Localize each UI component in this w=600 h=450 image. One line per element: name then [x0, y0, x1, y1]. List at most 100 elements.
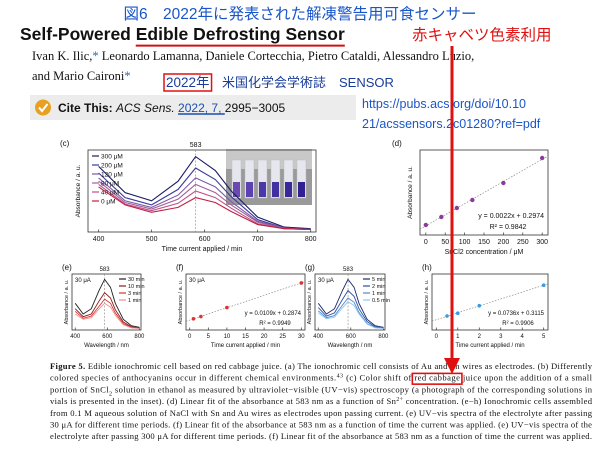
panel-label: (c): [60, 139, 70, 148]
paper-title-part: Self-Powered: [20, 24, 136, 44]
caption-line-part: concentration. (e−h) Ionochromic cells a…: [403, 396, 592, 406]
data-point: [470, 197, 475, 203]
caption-line-part: 43: [337, 374, 343, 380]
y-axis-label: Absorbance / a. u.: [407, 166, 414, 219]
url: https://pubs.acs.org/doi/10.10: [362, 97, 526, 111]
data-point: [423, 222, 429, 228]
year-box: [163, 73, 213, 92]
spectrum-line: [74, 292, 140, 329]
x-axis-label: Time current applied / min: [211, 343, 280, 349]
caption-line: 30 μA for different time periods. (f) Li…: [50, 420, 592, 430]
legend-label: 2 min: [372, 284, 385, 290]
arrow-head: [444, 358, 460, 374]
x-tick-label: 150: [478, 239, 490, 246]
x-tick-label: 10: [224, 334, 231, 340]
x-tick-label: 400: [313, 334, 324, 340]
data-point: [455, 311, 460, 316]
y-axis-label: Absorbance / a. u.: [178, 279, 184, 324]
peak-label: 583: [190, 142, 202, 149]
caption-line-part: colored species of anthocyanins occur in…: [50, 373, 336, 383]
spectrum-line: [98, 177, 311, 231]
data-point: [191, 317, 196, 321]
panel-label: (f): [176, 263, 184, 272]
photo-inset: [226, 149, 312, 205]
caption-line-part: (c) Color shift of: [343, 373, 413, 383]
data-point: [501, 180, 506, 186]
current-label: 30 μA: [189, 278, 205, 284]
legend-label: 3 min: [128, 291, 141, 297]
caption-line-part: vials is presented in the inset). (d) Li…: [50, 396, 397, 406]
cite-check: [38, 103, 49, 113]
x-tick-label: 15: [242, 334, 249, 340]
legend-label: 1 min: [128, 298, 141, 304]
authors-part: Leonardo Lamanna, Daniele Cortecchia, Pi…: [99, 49, 475, 63]
x-tick-label: 200: [498, 239, 510, 246]
x-tick-label: 0: [188, 334, 192, 340]
legend-label: 5 min: [372, 277, 385, 283]
x-tick-label: 5: [207, 334, 211, 340]
x-tick-label: 500: [146, 236, 158, 243]
legend-label: 30 min: [128, 277, 145, 283]
caption-line: vials is presented in the inset). (d) Li…: [50, 396, 593, 406]
x-tick-label: 5: [542, 334, 546, 340]
data-point: [454, 205, 460, 211]
plot-frame: [71, 273, 142, 331]
citation: Cite This: ACS Sens. 2022, 7, 2995−3005: [58, 101, 285, 115]
data-point: [477, 303, 482, 308]
y-axis-label: Absorbance / a. u.: [64, 279, 70, 324]
journal-note: 米国化学会学術誌 SENSOR: [222, 75, 394, 90]
legend-label: 120 μM: [101, 171, 123, 178]
spectrum-line: [74, 278, 140, 328]
x-tick-label: 600: [102, 334, 113, 340]
citation-part: ACS Sens.: [115, 101, 178, 115]
x-tick-label: 30: [298, 334, 305, 340]
x-tick-label: 20: [261, 334, 268, 340]
caption-line-part: 2+: [396, 397, 403, 403]
data-point: [539, 155, 545, 161]
caption-line: from 0.1 M aqueous solution of NaCl with…: [50, 408, 593, 418]
spectrum-line: [98, 155, 311, 230]
caption-line-part: red cabbage: [414, 373, 460, 383]
data-point: [445, 314, 449, 318]
fit-equation: y = 0.0736x + 0.3115: [488, 311, 545, 317]
panel-label: (g): [305, 263, 315, 272]
fit-r2: R² = 0.9949: [259, 321, 291, 327]
plot-frame: [87, 149, 317, 233]
x-tick-label: 25: [279, 334, 286, 340]
spectrum-line: [318, 297, 384, 329]
x-tick-label: 600: [346, 334, 357, 340]
caption-line-part: Figure 5.: [50, 361, 85, 371]
caption-line: Figure 5. Edible ionochromic cell based …: [50, 361, 593, 371]
paper-title-part: Edible Defrosting Sensor: [136, 24, 345, 44]
data-point: [439, 214, 444, 220]
authors-part: *: [124, 69, 130, 83]
spectrum-line: [74, 298, 140, 329]
spectrum-line: [317, 278, 384, 328]
spectrum-line: [317, 289, 384, 329]
caption-line-part: juice upon the addition of a small: [460, 373, 592, 383]
x-tick-label: 250: [517, 239, 529, 246]
x-tick-label: 50: [441, 239, 449, 246]
y-axis-label: Absorbance / a. u.: [75, 164, 82, 217]
fit-r2: R² = 0.9906: [502, 321, 534, 327]
fit-r2: R² = 0.9842: [490, 224, 527, 231]
data-point: [225, 305, 229, 310]
spectrum-line: [98, 180, 311, 231]
cite-icon: [35, 99, 51, 116]
caption-line-part: Edible ionochromic cell based on red cab…: [85, 361, 592, 371]
plot-frame: [431, 273, 549, 331]
banner: 図6 2022年に発表された解凍警告用可食センサー: [123, 5, 476, 23]
citation-part: 2995−3005: [225, 101, 286, 115]
spectrum-line: [98, 186, 311, 231]
data-point: [541, 283, 546, 288]
highlight-box: [411, 372, 463, 385]
plot-frame: [314, 273, 386, 331]
legend-label: 10 min: [128, 284, 145, 290]
legend-label: 300 μM: [101, 153, 123, 160]
x-tick-label: 1: [456, 334, 460, 340]
note: 赤キャベツ色素利用: [412, 26, 552, 44]
y-axis-label: Absorbance / a. u.: [307, 279, 313, 324]
citation-part: 2022, 7,: [178, 101, 225, 115]
caption-line: electrolyte after passing 300 μA for dif…: [50, 431, 592, 441]
legend-label: 40 μM: [101, 189, 119, 196]
